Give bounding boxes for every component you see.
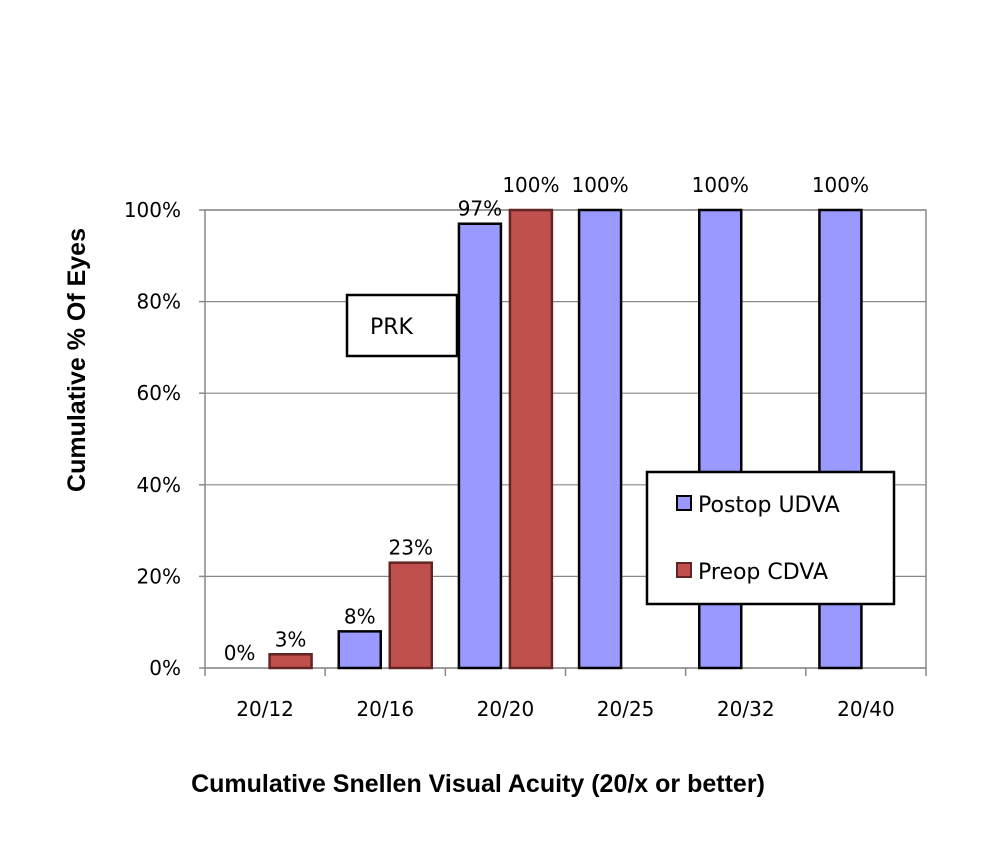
y-axis-title: Cumulative % Of Eyes xyxy=(63,228,91,492)
axes: 0% 20% 40% 60% 80% 100% 20/12 20/16 20/20 20/25 20… xyxy=(124,198,927,721)
bar-preop-cdva xyxy=(508,208,554,670)
bar-postop-udva xyxy=(577,208,623,670)
annotation-text: PRK xyxy=(370,315,414,340)
x-tick-label: 20/20 xyxy=(477,697,535,721)
legend: Postop UDVA Preop CDVA xyxy=(645,470,896,606)
y-tick-label: 40% xyxy=(137,473,181,497)
x-axis-title: Cumulative Snellen Visual Acuity (20/x o… xyxy=(191,770,765,798)
x-tick-label: 20/40 xyxy=(837,697,895,721)
legend-label-preop-cdva: Preop CDVA xyxy=(698,560,828,585)
data-label: 100% xyxy=(692,173,749,197)
x-tick-label: 20/25 xyxy=(597,697,655,721)
y-tick-label: 60% xyxy=(137,381,181,405)
bars xyxy=(268,208,863,670)
data-label: 100% xyxy=(812,173,869,197)
x-tick-label: 20/16 xyxy=(356,697,414,721)
legend-swatch-preop-cdva xyxy=(676,562,692,578)
data-label: 3% xyxy=(275,627,307,651)
legend-swatch-postop-udva xyxy=(676,495,692,511)
bar-postop-udva xyxy=(337,630,382,670)
bar-preop-cdva xyxy=(388,561,433,670)
bar-postop-udva xyxy=(457,222,503,670)
bar-preop-cdva xyxy=(268,653,313,670)
y-tick-label: 80% xyxy=(137,290,181,314)
y-tick-label: 20% xyxy=(137,564,181,588)
x-tick-label: 20/12 xyxy=(236,697,294,721)
y-tick-label: 0% xyxy=(149,656,181,680)
y-tick-label: 100% xyxy=(124,198,181,222)
data-label: 8% xyxy=(344,604,376,628)
legend-label-postop-udva: Postop UDVA xyxy=(698,493,840,518)
x-tick-label: 20/32 xyxy=(717,697,775,721)
data-label: 97% xyxy=(458,197,502,221)
data-label: 100% xyxy=(502,173,559,197)
data-label: 23% xyxy=(389,536,433,560)
annotation-box: PRK xyxy=(345,293,459,358)
data-label: 0% xyxy=(224,641,256,665)
data-labels: 0%8%97%100% 100% 100%3%23%100% xyxy=(224,173,869,665)
data-label: 100% xyxy=(571,173,628,197)
